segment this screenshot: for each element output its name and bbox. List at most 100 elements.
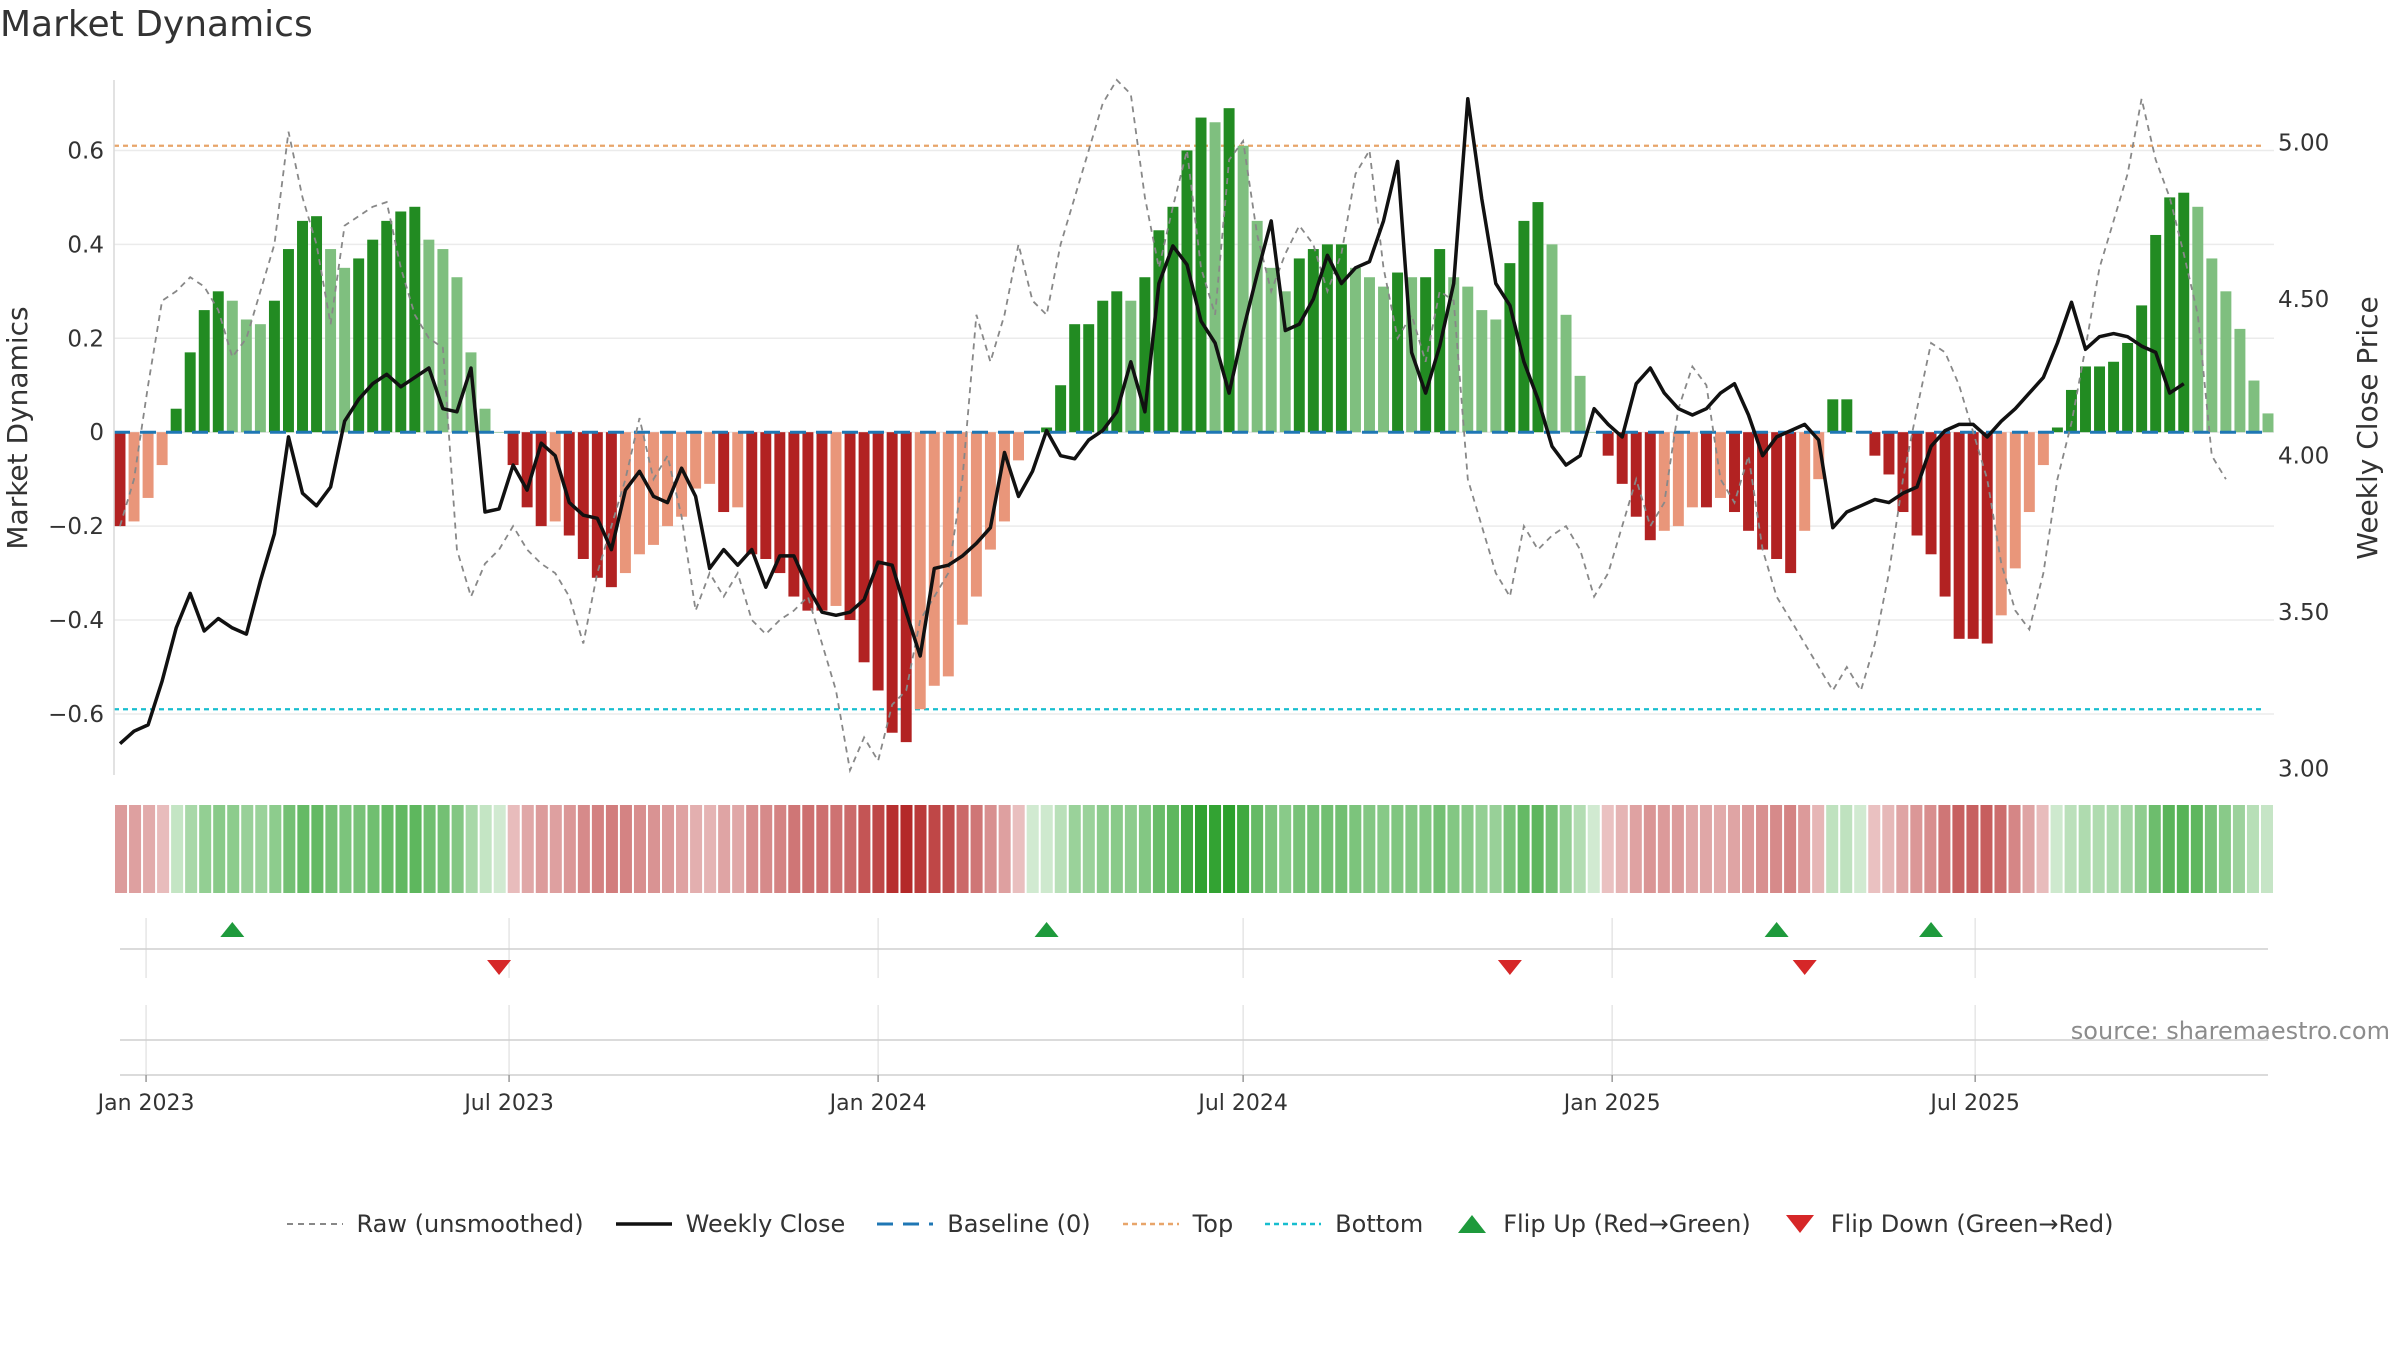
regime-cell bbox=[1110, 805, 1123, 893]
x-tick-label: Jul 2024 bbox=[1196, 1091, 1288, 1116]
momentum-bar bbox=[718, 432, 730, 513]
regime-cell bbox=[2204, 805, 2217, 893]
regime-cell bbox=[451, 805, 464, 893]
regime-cell bbox=[2176, 805, 2189, 893]
momentum-bar bbox=[226, 300, 238, 433]
regime-cell bbox=[718, 805, 731, 893]
regime-cell bbox=[1699, 805, 1712, 893]
momentum-bar bbox=[1209, 122, 1221, 433]
momentum-bar bbox=[409, 206, 421, 433]
regime-cell bbox=[676, 805, 689, 893]
regime-cell bbox=[227, 805, 240, 893]
momentum-bar bbox=[1279, 291, 1291, 433]
x-axis: Jan 2023 Jul 2023 Jan 2024 Jul 2024 Jan 2025… bbox=[96, 1075, 2020, 1116]
regime-cell bbox=[199, 805, 212, 893]
regime-cell bbox=[1798, 805, 1811, 893]
regime-cell bbox=[633, 805, 646, 893]
momentum-bar bbox=[816, 432, 828, 611]
momentum-bar bbox=[1939, 432, 1951, 597]
momentum-bar bbox=[1195, 117, 1207, 433]
x-tick-label: Jan 2025 bbox=[1562, 1091, 1661, 1116]
momentum-bar bbox=[1644, 432, 1656, 541]
momentum-bars bbox=[114, 108, 2274, 743]
y-tick-label: −0.6 bbox=[48, 702, 104, 728]
regime-cell bbox=[1068, 805, 1081, 893]
regime-cell bbox=[1559, 805, 1572, 893]
axes: 0.6 0.4 0.2 0 −0.2 −0.4 −0.6 5.00 4.50 4.00 3.50 3.… bbox=[48, 80, 2329, 783]
regime-cell bbox=[269, 805, 282, 893]
regime-cell bbox=[1742, 805, 1755, 893]
momentum-bar bbox=[493, 432, 505, 433]
regime-cell bbox=[2190, 805, 2203, 893]
regime-cell bbox=[563, 805, 576, 893]
momentum-bar bbox=[2262, 413, 2274, 433]
regime-cell bbox=[2078, 805, 2091, 893]
regime-cell bbox=[858, 805, 871, 893]
regime-cell bbox=[774, 805, 787, 893]
regime-cell bbox=[1223, 805, 1236, 893]
legend-item-raw: Raw (unsmoothed) bbox=[286, 1210, 584, 1238]
regime-cell bbox=[1671, 805, 1684, 893]
regime-cell bbox=[1447, 805, 1460, 893]
legend-label-bottom: Bottom bbox=[1335, 1210, 1424, 1238]
momentum-bar bbox=[1686, 432, 1698, 508]
regime-cell bbox=[830, 805, 843, 893]
regime-cell bbox=[1517, 805, 1530, 893]
y-tick-label: 0.6 bbox=[67, 138, 104, 164]
y-axis-label: Market Dynamics bbox=[1, 306, 34, 549]
momentum-bar bbox=[1771, 432, 1783, 559]
legend-label-close: Weekly Close bbox=[685, 1210, 846, 1238]
regime-cell bbox=[577, 805, 590, 893]
regime-cell bbox=[1082, 805, 1095, 893]
momentum-bar bbox=[535, 432, 547, 527]
raw-line bbox=[119, 78, 2227, 774]
x-tick-label: Jul 2025 bbox=[1928, 1091, 2020, 1116]
momentum-bar bbox=[2122, 342, 2134, 433]
y2-axis-label: Weekly Close Price bbox=[2351, 296, 2384, 559]
momentum-bar bbox=[507, 432, 519, 466]
momentum-bar bbox=[1953, 432, 1965, 639]
momentum-bar bbox=[1448, 277, 1460, 433]
regime-cell bbox=[914, 805, 927, 893]
flip-up-marker bbox=[1764, 922, 1789, 937]
regime-cell bbox=[1391, 805, 1404, 893]
regime-cell bbox=[1152, 805, 1165, 893]
momentum-bar bbox=[1167, 206, 1179, 433]
momentum-bar bbox=[367, 239, 379, 433]
momentum-bar bbox=[521, 432, 533, 508]
regime-cell bbox=[1251, 805, 1264, 893]
momentum-bar bbox=[1223, 108, 1235, 433]
momentum-bar bbox=[2248, 380, 2260, 433]
y-tick-label: 0.4 bbox=[67, 232, 104, 258]
regime-cell bbox=[2008, 805, 2021, 893]
regime-cell bbox=[2092, 805, 2105, 893]
regime-cell bbox=[1629, 805, 1642, 893]
regime-cell bbox=[549, 805, 562, 893]
legend-label-top: Top bbox=[1192, 1210, 1234, 1238]
legend-item-flip-down: Flip Down (Green→Red) bbox=[1783, 1210, 2114, 1238]
momentum-bar bbox=[690, 432, 702, 489]
regime-cell bbox=[521, 805, 534, 893]
momentum-bar bbox=[1869, 432, 1881, 456]
regime-cell bbox=[129, 805, 142, 893]
flip-down-marker bbox=[1792, 960, 1817, 975]
regime-cell bbox=[1209, 805, 1222, 893]
momentum-bar bbox=[423, 239, 435, 433]
momentum-bar bbox=[998, 432, 1010, 522]
momentum-bar bbox=[1490, 319, 1502, 433]
regime-cell bbox=[2162, 805, 2175, 893]
momentum-bar bbox=[1616, 432, 1628, 484]
regime-cell bbox=[956, 805, 969, 893]
page-title: Market Dynamics bbox=[0, 4, 313, 45]
regime-cell bbox=[2148, 805, 2161, 893]
regime-cell bbox=[1868, 805, 1881, 893]
legend-item-baseline: Baseline (0) bbox=[877, 1210, 1091, 1238]
momentum-bar bbox=[212, 291, 224, 433]
momentum-bar bbox=[1925, 432, 1937, 555]
momentum-bar bbox=[1237, 145, 1249, 433]
momentum-bar bbox=[268, 300, 280, 433]
regime-cell bbox=[1657, 805, 1670, 893]
flip-up-marker bbox=[1919, 922, 1944, 937]
momentum-bar bbox=[437, 249, 449, 433]
momentum-bar bbox=[1995, 432, 2007, 616]
